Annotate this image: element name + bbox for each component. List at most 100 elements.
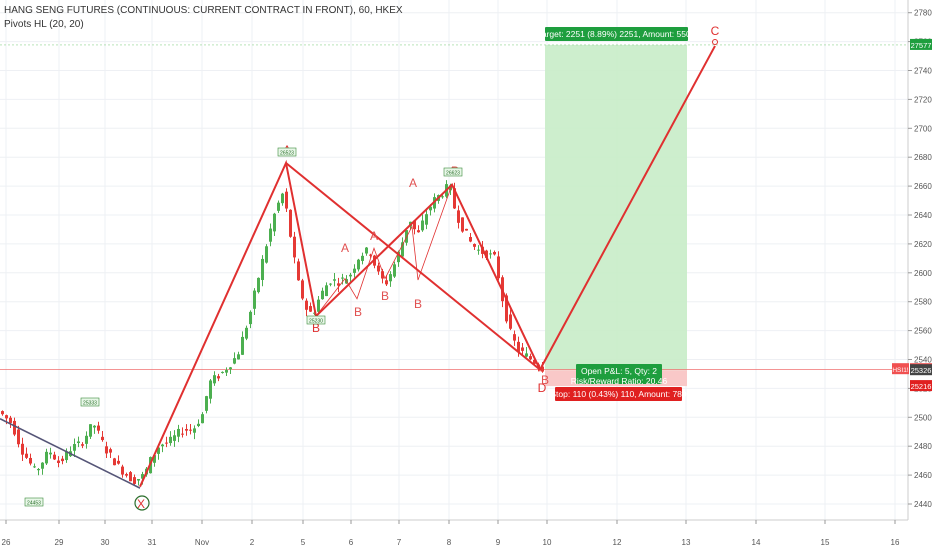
candle-body — [217, 376, 220, 379]
candle — [317, 295, 320, 314]
candle — [133, 474, 136, 485]
candle — [273, 212, 276, 236]
candle-body — [81, 444, 84, 446]
candle-body — [41, 462, 44, 469]
pivot-label: 26623 — [443, 167, 463, 177]
pivot-box — [306, 315, 326, 325]
wave-letter: A — [370, 229, 378, 243]
candle — [109, 447, 112, 458]
candle — [37, 468, 40, 476]
candle-body — [285, 191, 288, 209]
target-price-tag-text: 27577 — [911, 41, 932, 50]
candle — [289, 209, 292, 238]
candle-body — [421, 220, 424, 231]
candle — [253, 288, 256, 315]
candle-body — [173, 435, 176, 441]
candle-body — [381, 271, 384, 279]
x-tick-label: 26 — [2, 538, 11, 547]
candle — [165, 436, 168, 448]
candle — [261, 255, 264, 287]
x-tick-label: 15 — [821, 538, 830, 547]
y-tick-label: 25400 — [914, 356, 932, 365]
candle — [257, 277, 260, 294]
candle-body — [321, 290, 324, 300]
wave-letter: A — [341, 241, 349, 255]
symbol-tag: HSI1! — [892, 363, 909, 375]
candle — [237, 351, 240, 360]
candle-body — [85, 435, 88, 444]
candle-body — [93, 425, 96, 428]
y-tick-label: 27200 — [914, 95, 932, 104]
candle-body — [277, 202, 280, 211]
candle — [333, 273, 336, 287]
x-axis[interactable]: 26 29 30 31 Nov 2 5 6 7 8 9 10 12 13 14 15 16 — [0, 519, 908, 547]
candle-body — [113, 458, 116, 466]
candle-body — [1, 411, 4, 415]
candle-body — [369, 254, 372, 256]
candle — [281, 192, 284, 206]
candle-body — [89, 424, 92, 437]
candle-body — [241, 336, 244, 355]
candle-body — [237, 354, 240, 360]
entry-price-tag-text: 25326 — [911, 366, 932, 375]
candle-body — [389, 274, 392, 282]
y-tick-label: 26400 — [914, 211, 932, 220]
open-pl-label-text: Risk/Reward Ratio: 20.46 — [571, 376, 668, 386]
candle-body — [429, 206, 432, 211]
candle — [49, 447, 52, 459]
candle — [9, 415, 12, 429]
candle — [329, 283, 332, 287]
candle — [365, 246, 368, 256]
y-tick-label: 26200 — [914, 240, 932, 249]
stop-label-bg — [555, 387, 682, 401]
candle — [185, 424, 188, 436]
candle — [225, 367, 228, 376]
candle — [233, 352, 236, 365]
y-axis[interactable]: 2440024600248002500025200254002560025800… — [892, 0, 932, 520]
target-price-tag: 27577 — [910, 38, 932, 50]
candle-body — [73, 444, 76, 451]
candle-body — [441, 196, 444, 198]
candle-body — [489, 253, 492, 255]
candle — [461, 217, 464, 233]
candle-body — [45, 451, 48, 464]
candle-body — [185, 428, 188, 431]
candle-body — [205, 396, 208, 411]
candle-body — [97, 425, 100, 431]
candle-body — [493, 251, 496, 255]
candle — [29, 453, 32, 466]
candle-body — [197, 423, 200, 427]
grid — [0, 0, 908, 520]
candle-body — [541, 366, 544, 372]
pivot-box — [80, 397, 100, 407]
candle — [213, 371, 216, 386]
candle-body — [193, 428, 196, 433]
x-tick-label: 30 — [101, 538, 110, 547]
x-tick-label: 8 — [447, 538, 452, 547]
candle-body — [121, 466, 124, 475]
candle — [357, 258, 360, 272]
candle-body — [161, 444, 164, 447]
candle-body — [249, 311, 252, 325]
candle-body — [129, 472, 132, 482]
candle-body — [53, 454, 56, 460]
candle-body — [513, 334, 516, 341]
candle — [25, 447, 28, 460]
candle-body — [469, 237, 472, 242]
candle — [113, 457, 116, 466]
candle — [73, 438, 76, 458]
candle — [229, 366, 232, 375]
position-overlays: Target: 2251 (8.89%) 2251, Amount: 5502 O… — [538, 27, 696, 401]
candle-body — [425, 214, 428, 225]
candle-body — [377, 265, 380, 272]
x-tick-label: 14 — [752, 538, 761, 547]
candle — [81, 442, 84, 449]
x-tick-label: Nov — [195, 538, 209, 547]
wave-letter: B — [381, 289, 389, 303]
candle-body — [29, 457, 32, 464]
pivot-text: 26623 — [446, 171, 460, 177]
candle-body — [257, 277, 260, 293]
candle-body — [457, 210, 460, 223]
candle-body — [329, 283, 332, 285]
